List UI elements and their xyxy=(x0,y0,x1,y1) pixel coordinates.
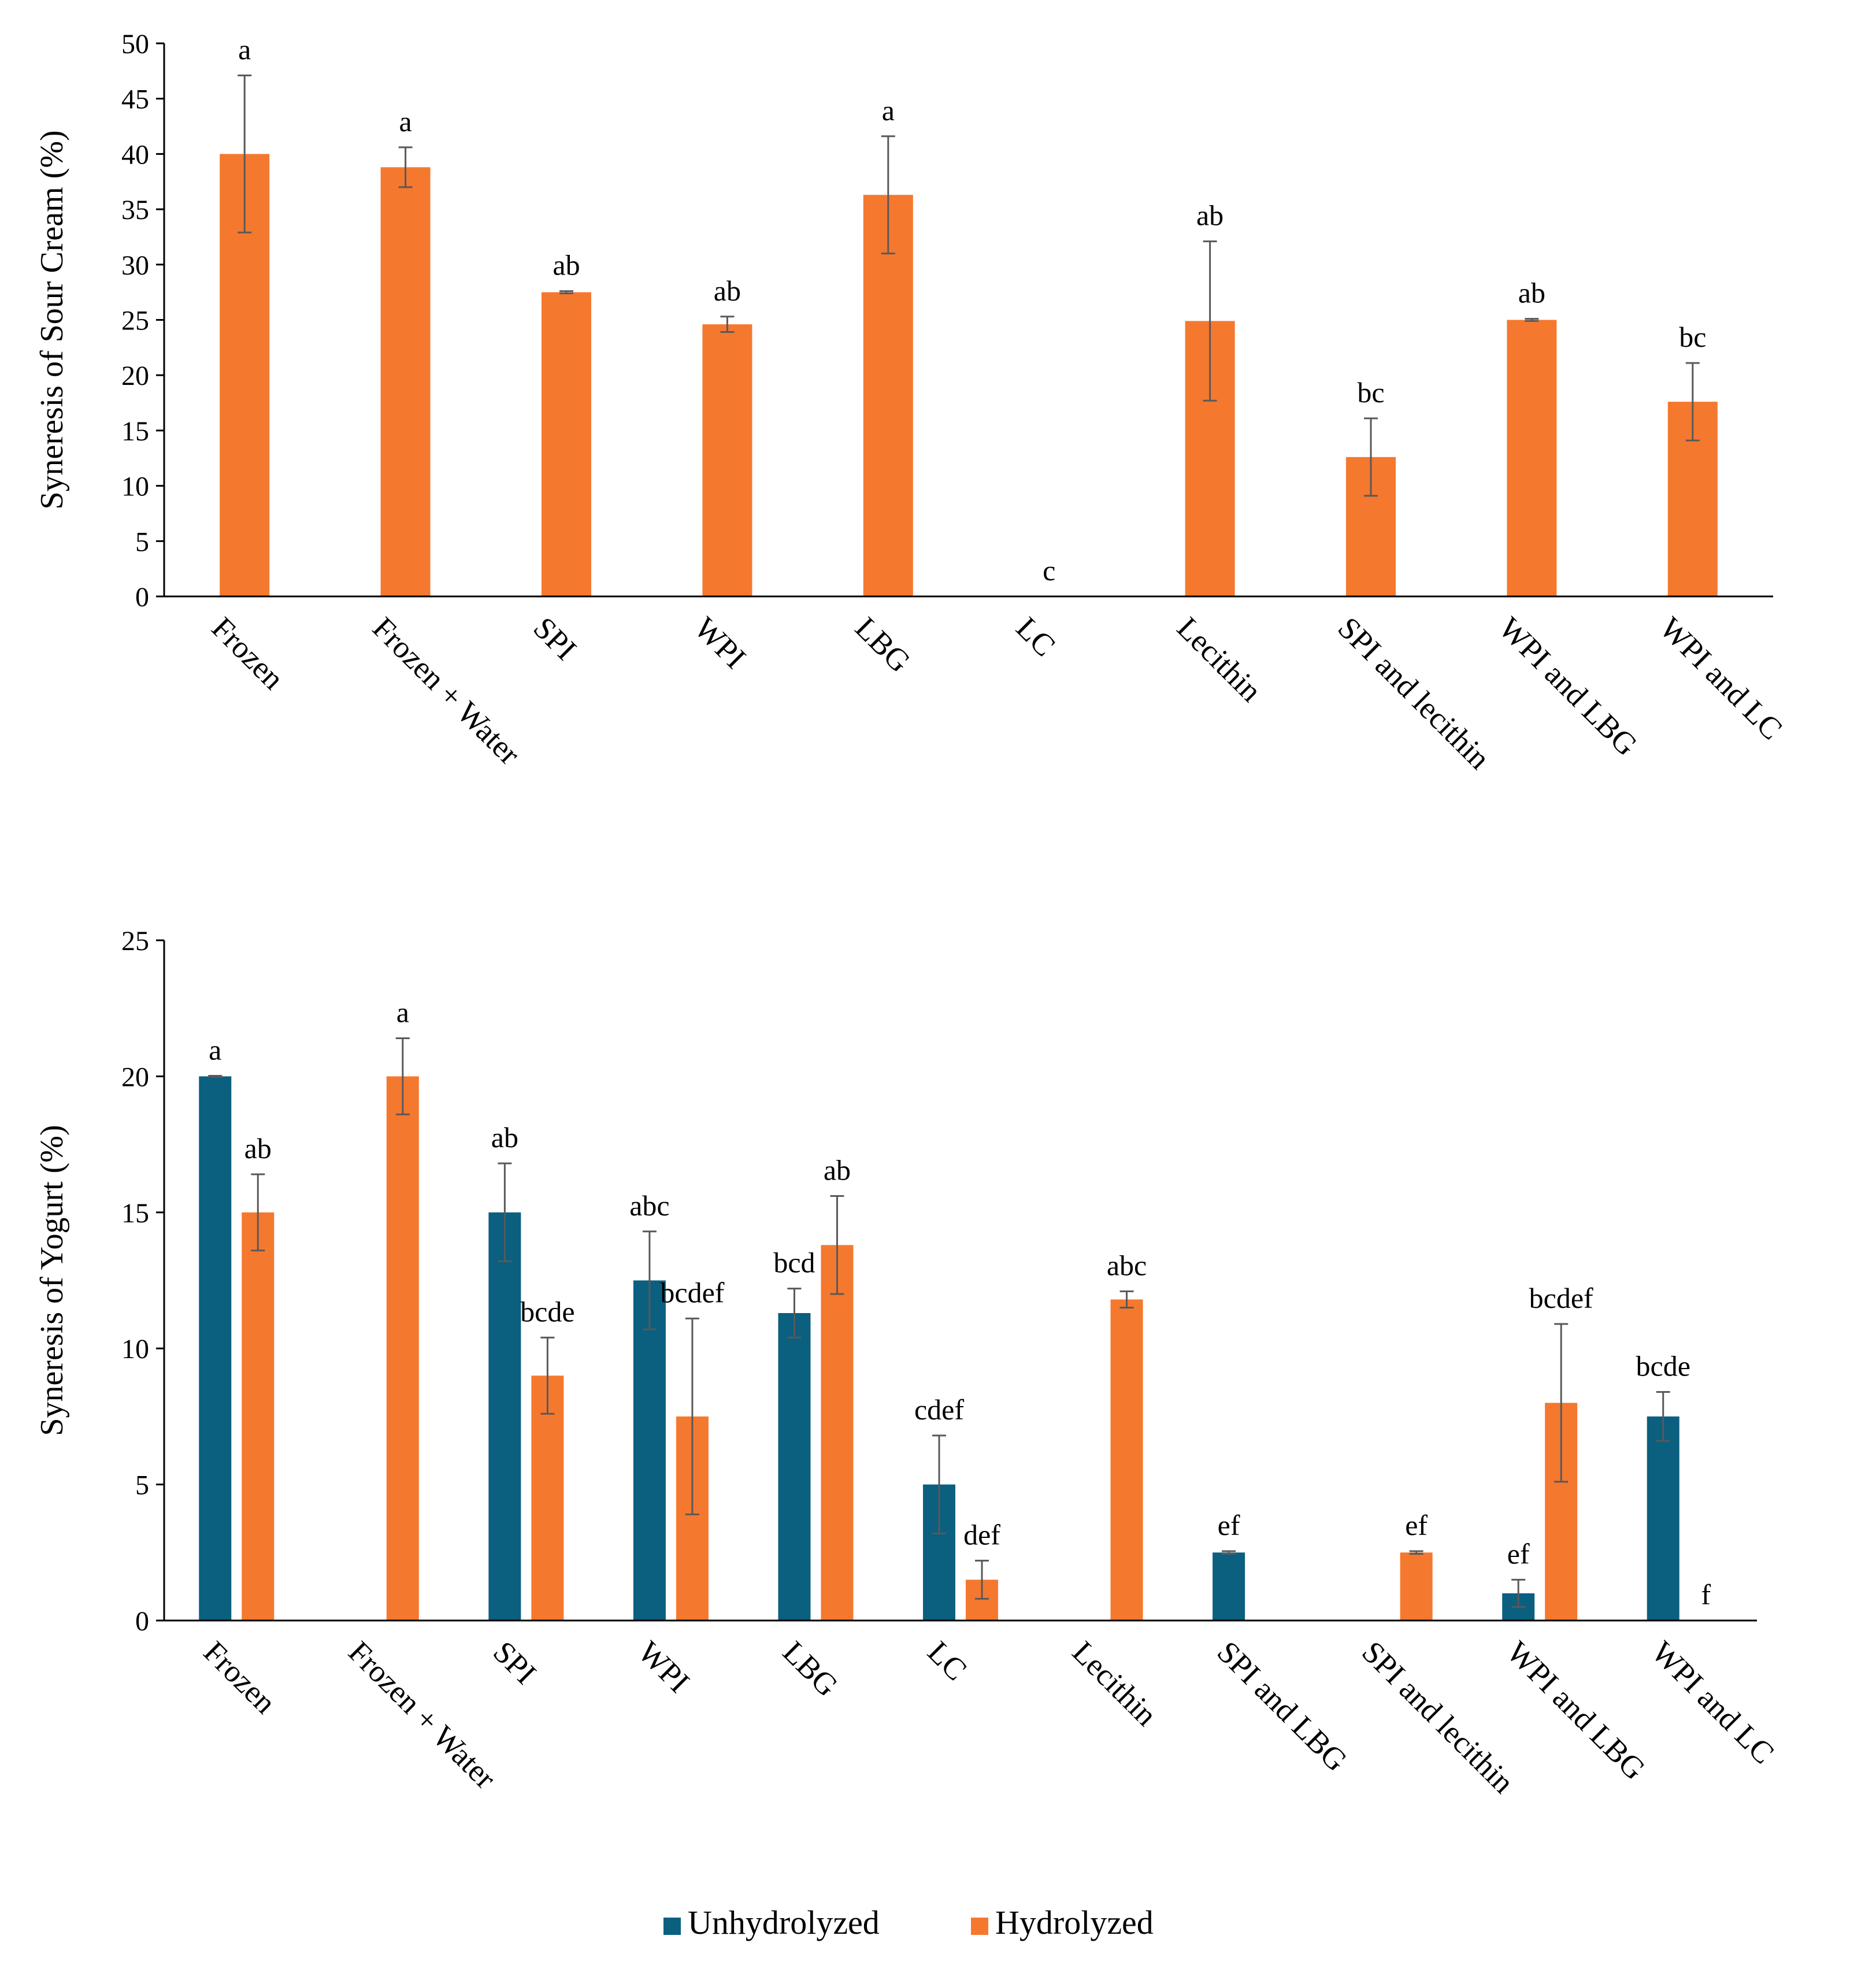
legend-label-hydrolyzed: Hydrolyzed xyxy=(995,1904,1154,1941)
x-tick-label: WPI xyxy=(631,1634,696,1699)
x-tick-label: LBG xyxy=(776,1634,845,1703)
significance-label: ab xyxy=(1518,277,1545,309)
bar-hydrolyzed xyxy=(702,324,752,596)
significance-label: ab xyxy=(1196,199,1224,232)
x-tick-label: SPI and LBG xyxy=(1211,1634,1354,1778)
bar-unhydrolyzed xyxy=(1647,1416,1679,1621)
significance-label: bcd xyxy=(773,1247,815,1279)
significance-label: ef xyxy=(1218,1509,1240,1541)
bar-hydrolyzed xyxy=(1507,320,1557,596)
significance-label: ab xyxy=(553,249,580,281)
significance-label: bc xyxy=(1679,321,1706,353)
x-tick-label: WPI and LBG xyxy=(1500,1634,1652,1786)
significance-label: bcdef xyxy=(660,1276,724,1308)
significance-label: bc xyxy=(1357,376,1384,409)
x-tick-label: Lecithin xyxy=(1170,610,1269,709)
significance-label: a xyxy=(209,1033,221,1066)
sour-cream-chart: 0 5 10 15 20 25 30 35 40 45 50 Syneresis of Sour Cr… xyxy=(34,29,1789,776)
significance-label: a xyxy=(238,34,251,66)
significance-label: a xyxy=(882,94,895,127)
significance-label: ab xyxy=(244,1132,272,1165)
significance-label: def xyxy=(963,1518,1000,1551)
bar-hydrolyzed xyxy=(380,167,431,596)
x-tick-label: WPI and LC xyxy=(1653,610,1789,746)
legend-swatch-unhydrolyzed xyxy=(663,1918,681,1935)
y-tick-label: 30 xyxy=(121,250,149,281)
y-tick-label: 45 xyxy=(121,84,149,115)
y-tick-label: 20 xyxy=(121,1062,149,1092)
significance-label: a xyxy=(396,996,409,1028)
y-tick-label: 25 xyxy=(121,306,149,336)
y-tick-label: 20 xyxy=(121,361,149,391)
bar-hydrolyzed xyxy=(242,1212,275,1621)
bar-hydrolyzed xyxy=(386,1076,419,1621)
x-tick-label: WPI and LC xyxy=(1645,1634,1781,1770)
y-axis-label: Syneresis of Sour Cream (%) xyxy=(34,130,70,509)
x-tick-label: LC xyxy=(921,1634,974,1687)
y-tick-label: 35 xyxy=(121,195,149,225)
significance-label: ef xyxy=(1405,1509,1428,1541)
y-tick-label: 40 xyxy=(121,139,149,170)
bar-unhydrolyzed xyxy=(633,1280,666,1621)
yogurt-chart: 0 5 10 15 20 25 Syneresis of Yogurt (%) a ab abc b… xyxy=(34,926,1781,1800)
bar-hydrolyzed xyxy=(531,1375,564,1621)
bar-unhydrolyzed xyxy=(199,1076,232,1621)
x-tick-label: SPI xyxy=(527,610,584,667)
significance-label: ab xyxy=(714,275,741,307)
significance-label: bcdef xyxy=(1529,1282,1593,1314)
legend-swatch-hydrolyzed xyxy=(971,1918,988,1935)
x-tick-label: Frozen xyxy=(205,610,291,696)
x-tick-label: SPI and lecithin xyxy=(1355,1634,1521,1800)
y-tick-label: 0 xyxy=(135,582,149,613)
significance-label: c xyxy=(1043,554,1055,587)
y-axis-label: Syneresis of Yogurt (%) xyxy=(34,1125,70,1436)
significance-label: ab xyxy=(491,1121,518,1154)
significance-label: ef xyxy=(1507,1537,1530,1570)
bar-unhydrolyzed xyxy=(778,1312,811,1621)
y-tick-label: 15 xyxy=(121,1198,149,1229)
bar-unhydrolyzed xyxy=(488,1212,521,1621)
significance-label: abc xyxy=(629,1189,669,1222)
bar-hydrolyzed xyxy=(863,195,913,596)
significance-label: a xyxy=(399,105,411,138)
significance-label: ab xyxy=(824,1154,851,1186)
bar-hydrolyzed xyxy=(542,292,591,596)
bar-hydrolyzed xyxy=(1400,1552,1433,1621)
x-tick-label: Frozen + Water xyxy=(342,1634,503,1796)
x-tick-label: SPI xyxy=(487,1634,543,1691)
y-tick-label: 25 xyxy=(121,926,149,956)
x-tick-label: Frozen xyxy=(197,1634,283,1720)
significance-label: bcde xyxy=(520,1295,574,1328)
bar-unhydrolyzed xyxy=(1213,1552,1245,1621)
y-tick-label: 5 xyxy=(135,526,149,557)
significance-label: bcde xyxy=(1636,1350,1690,1382)
y-tick-label: 15 xyxy=(121,416,149,447)
significance-label: abc xyxy=(1107,1249,1147,1281)
x-tick-label: SPI and lecithin xyxy=(1332,610,1497,776)
y-tick-label: 5 xyxy=(135,1470,149,1501)
x-tick-label: WPI and LBG xyxy=(1492,610,1644,762)
x-tick-label: WPI xyxy=(688,610,752,675)
y-tick-label: 50 xyxy=(121,29,149,60)
y-tick-label: 10 xyxy=(121,1334,149,1365)
bar-hydrolyzed xyxy=(821,1245,854,1621)
x-tick-label: LBG xyxy=(848,610,917,679)
legend-label-unhydrolyzed: Unhydrolyzed xyxy=(688,1904,880,1941)
significance-label: f xyxy=(1701,1578,1711,1611)
y-tick-label: 10 xyxy=(121,472,149,502)
x-tick-label: LC xyxy=(1010,610,1062,663)
x-tick-label: Frozen + Water xyxy=(366,610,527,772)
bar-hydrolyzed xyxy=(1110,1299,1143,1621)
x-tick-label: Lecithin xyxy=(1066,1634,1164,1733)
legend: Unhydrolyzed Hydrolyzed xyxy=(663,1904,1154,1941)
y-tick-label: 0 xyxy=(135,1606,149,1637)
significance-label: cdef xyxy=(914,1393,964,1426)
